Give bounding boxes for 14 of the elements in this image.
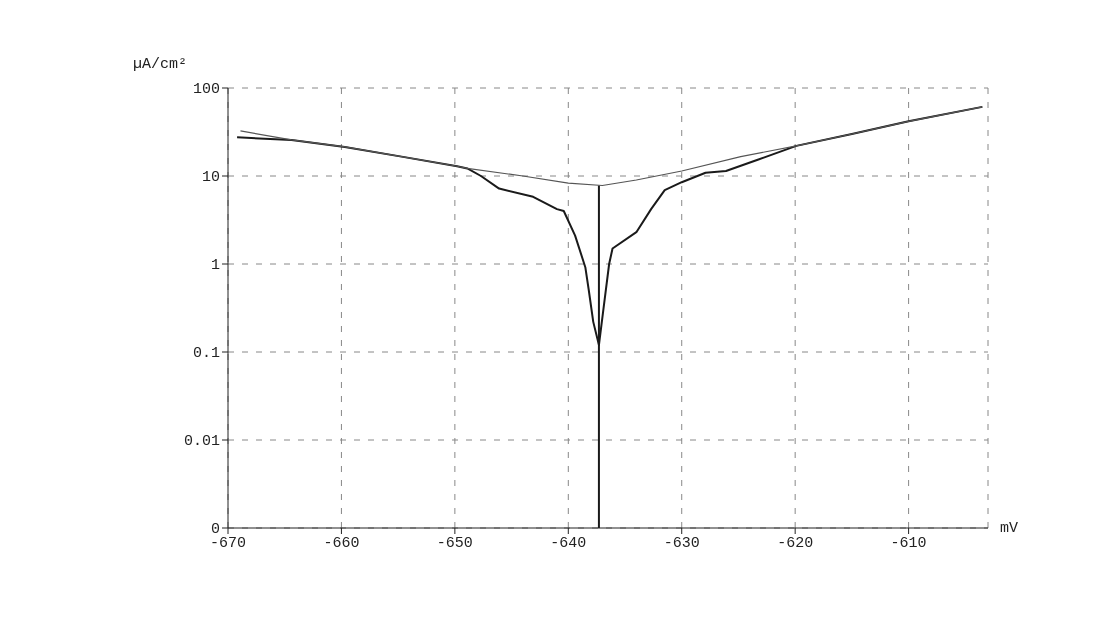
x-tick-label: -620 (777, 534, 814, 552)
x-tick-label: -660 (323, 534, 360, 552)
y-tick-label: 0.01 (183, 433, 220, 451)
y-tick-label: 100 (192, 81, 220, 99)
y-tick-label: 10 (201, 169, 220, 187)
x-axis-title: mV (1000, 520, 1019, 537)
x-tick-label: -640 (550, 534, 587, 552)
x-tick-label: -650 (436, 534, 473, 552)
line-series (239, 106, 983, 187)
y-tick-label: 0.1 (192, 345, 220, 363)
y-axis-title: µA/cm² (133, 56, 188, 73)
x-tick-label: -630 (663, 534, 700, 552)
y-tick-label: 1 (210, 257, 220, 275)
x-tick-label: -610 (890, 534, 927, 552)
